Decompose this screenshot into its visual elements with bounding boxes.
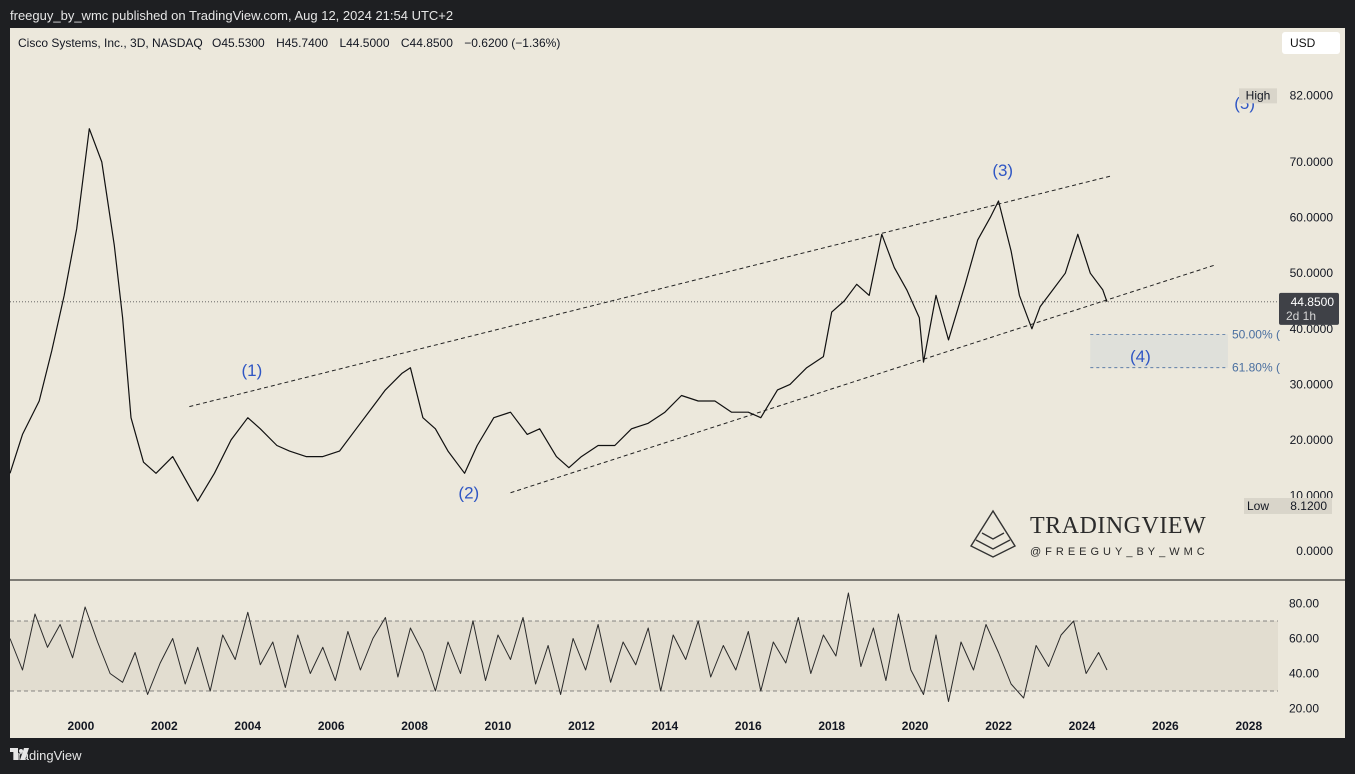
x-tick: 2014 (652, 719, 679, 733)
wave-label: (2) (458, 483, 479, 502)
low-marker-value: 8.1200 (1290, 499, 1327, 513)
x-tick: 2008 (401, 719, 428, 733)
x-tick: 2012 (568, 719, 595, 733)
currency-label: USD (1290, 36, 1316, 50)
price-y-tick: 40.0000 (1290, 322, 1334, 336)
price-y-tick: 82.0000 (1290, 88, 1334, 102)
legend-close: C44.8500 (401, 36, 453, 50)
x-tick: 2024 (1069, 719, 1096, 733)
tradingview-logo-icon (10, 748, 29, 760)
price-y-tick: 70.0000 (1290, 155, 1334, 169)
legend-symbol: Cisco Systems, Inc., 3D, NASDAQ (18, 36, 203, 50)
legend-high: H45.7400 (276, 36, 328, 50)
rsi-band (10, 621, 1278, 691)
channel-line-upper (189, 175, 1112, 408)
x-tick: 2004 (234, 719, 261, 733)
watermark-title: TRADINGVIEW (1030, 513, 1206, 539)
rsi-series-line (9, 592, 1108, 702)
rsi-y-tick: 80.00 (1289, 597, 1319, 611)
channel-line-lower (510, 264, 1216, 494)
wave-label: (4) (1130, 347, 1151, 366)
published-line: freeguy_by_wmc published on TradingView.… (10, 8, 454, 23)
wave-label: (1) (242, 361, 263, 380)
footer: TradingView (10, 748, 82, 763)
price-series-line (9, 128, 1108, 502)
fib-zone (1090, 334, 1228, 368)
x-tick: 2018 (818, 719, 845, 733)
fib-label: 61.80% ( (1232, 361, 1280, 375)
tradingview-watermark: TRADINGVIEW @FREEGUY_BY_WMC (969, 509, 1209, 558)
low-marker-box (1244, 497, 1332, 514)
rsi-pane: 80.00 60.00 40.00 20.00 (9, 592, 1319, 716)
legend-open: O45.5300 (212, 36, 265, 50)
x-tick: 2028 (1235, 719, 1262, 733)
low-marker-label: Low (1247, 499, 1269, 513)
bar-countdown: 2d 1h (1286, 309, 1316, 323)
fib-label: 50.00% ( (1232, 327, 1280, 341)
rsi-y-tick: 40.00 (1289, 667, 1319, 681)
price-y-tick: 30.0000 (1290, 377, 1334, 391)
rsi-y-tick: 60.00 (1289, 632, 1319, 646)
price-y-tick: 0.0000 (1296, 544, 1333, 558)
last-price-tag (1279, 292, 1339, 325)
last-price-value: 44.8500 (1291, 295, 1335, 309)
price-pane: 82.0000 70.0000 60.0000 50.0000 40.0000 30.00… (9, 88, 1339, 558)
x-tick: 2020 (902, 719, 929, 733)
x-axis: 2000 2002 2004 2006 2008 2010 2012 2014 2016 2018… (68, 719, 1263, 733)
watermark-handle: @FREEGUY_BY_WMC (1030, 546, 1209, 558)
wave-label: (3) (992, 161, 1013, 180)
high-marker-label: High (1246, 88, 1271, 102)
x-tick: 2026 (1152, 719, 1179, 733)
x-tick: 2022 (985, 719, 1012, 733)
x-tick: 2002 (151, 719, 178, 733)
watermark-logo-icon (969, 509, 1017, 558)
legend-low: L44.5000 (339, 36, 389, 50)
high-marker-box (1239, 88, 1277, 104)
published-header: freeguy_by_wmc published on TradingView.… (0, 0, 1355, 28)
legend-change: −0.6200 (−1.36%) (464, 36, 560, 50)
x-tick: 2016 (735, 719, 762, 733)
x-tick: 2006 (318, 719, 345, 733)
chart-frame[interactable] (10, 28, 1345, 738)
price-y-tick: 60.0000 (1290, 211, 1334, 225)
currency-selector[interactable]: USD (1282, 32, 1340, 54)
footer-brand: TradingView (10, 748, 82, 763)
price-y-tick: 20.0000 (1290, 433, 1334, 447)
x-tick: 2000 (68, 719, 95, 733)
legend-ohlc: O45.5300 H45.7400 L44.5000 C44.8500 −0.6… (212, 36, 560, 50)
rsi-y-tick: 20.00 (1289, 702, 1319, 716)
price-y-tick: 50.0000 (1290, 266, 1334, 280)
x-tick: 2010 (485, 719, 512, 733)
